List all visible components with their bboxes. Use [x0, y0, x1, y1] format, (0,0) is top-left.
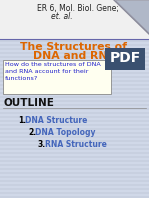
- Bar: [0, 40, 149, 42]
- Bar: [0, 152, 149, 154]
- Text: PDF: PDF: [109, 51, 141, 65]
- Bar: [0, 184, 149, 186]
- Text: functions?: functions?: [5, 76, 38, 81]
- Bar: [0, 68, 149, 70]
- Text: The Structures of: The Structures of: [21, 42, 128, 52]
- Text: ER 6, Mol. Biol. Gene;: ER 6, Mol. Biol. Gene;: [37, 4, 119, 13]
- Text: and RNA account for their: and RNA account for their: [5, 69, 89, 74]
- Bar: [0, 60, 149, 62]
- Polygon shape: [115, 0, 149, 33]
- Bar: [0, 12, 149, 14]
- Bar: [0, 28, 149, 30]
- Text: RNA Structure: RNA Structure: [45, 140, 107, 149]
- Bar: [0, 24, 149, 26]
- Bar: [0, 52, 149, 54]
- Bar: [0, 136, 149, 138]
- Text: 2.: 2.: [28, 128, 36, 137]
- Bar: [0, 124, 149, 126]
- Bar: [0, 56, 149, 58]
- Bar: [0, 8, 149, 10]
- Text: et. al.: et. al.: [51, 12, 73, 21]
- Bar: [0, 88, 149, 90]
- Bar: [0, 80, 149, 82]
- Bar: [0, 32, 149, 34]
- Bar: [0, 112, 149, 114]
- Bar: [0, 84, 149, 86]
- Bar: [3, 60, 111, 94]
- Bar: [0, 180, 149, 182]
- Bar: [0, 144, 149, 146]
- Bar: [0, 20, 149, 22]
- Bar: [0, 100, 149, 102]
- Polygon shape: [113, 0, 149, 35]
- Bar: [0, 116, 149, 118]
- Bar: [0, 160, 149, 162]
- Bar: [105, 48, 145, 70]
- Bar: [0, 48, 149, 50]
- Bar: [0, 104, 149, 106]
- Bar: [0, 176, 149, 178]
- Bar: [0, 108, 149, 110]
- Bar: [0, 128, 149, 130]
- Bar: [0, 44, 149, 46]
- Bar: [0, 140, 149, 142]
- Text: How do the structures of DNA: How do the structures of DNA: [5, 62, 101, 67]
- Text: DNA and RNA: DNA and RNA: [33, 51, 115, 61]
- Bar: [0, 64, 149, 66]
- Bar: [0, 72, 149, 74]
- Bar: [0, 0, 149, 40]
- Text: 1.: 1.: [18, 116, 26, 125]
- Bar: [0, 4, 149, 6]
- Bar: [0, 164, 149, 166]
- Bar: [0, 192, 149, 194]
- Bar: [0, 92, 149, 94]
- Bar: [0, 168, 149, 170]
- Bar: [0, 132, 149, 134]
- Text: DNA Topology: DNA Topology: [35, 128, 96, 137]
- Bar: [0, 96, 149, 98]
- Bar: [0, 172, 149, 174]
- Bar: [0, 196, 149, 198]
- Text: 3.: 3.: [38, 140, 46, 149]
- Bar: [0, 0, 149, 2]
- Bar: [0, 188, 149, 190]
- Text: OUTLINE: OUTLINE: [4, 98, 55, 108]
- Text: DNA Structure: DNA Structure: [25, 116, 87, 125]
- Bar: [0, 76, 149, 78]
- Bar: [0, 148, 149, 150]
- Bar: [0, 16, 149, 18]
- Bar: [0, 36, 149, 38]
- Bar: [0, 156, 149, 158]
- Bar: [0, 120, 149, 122]
